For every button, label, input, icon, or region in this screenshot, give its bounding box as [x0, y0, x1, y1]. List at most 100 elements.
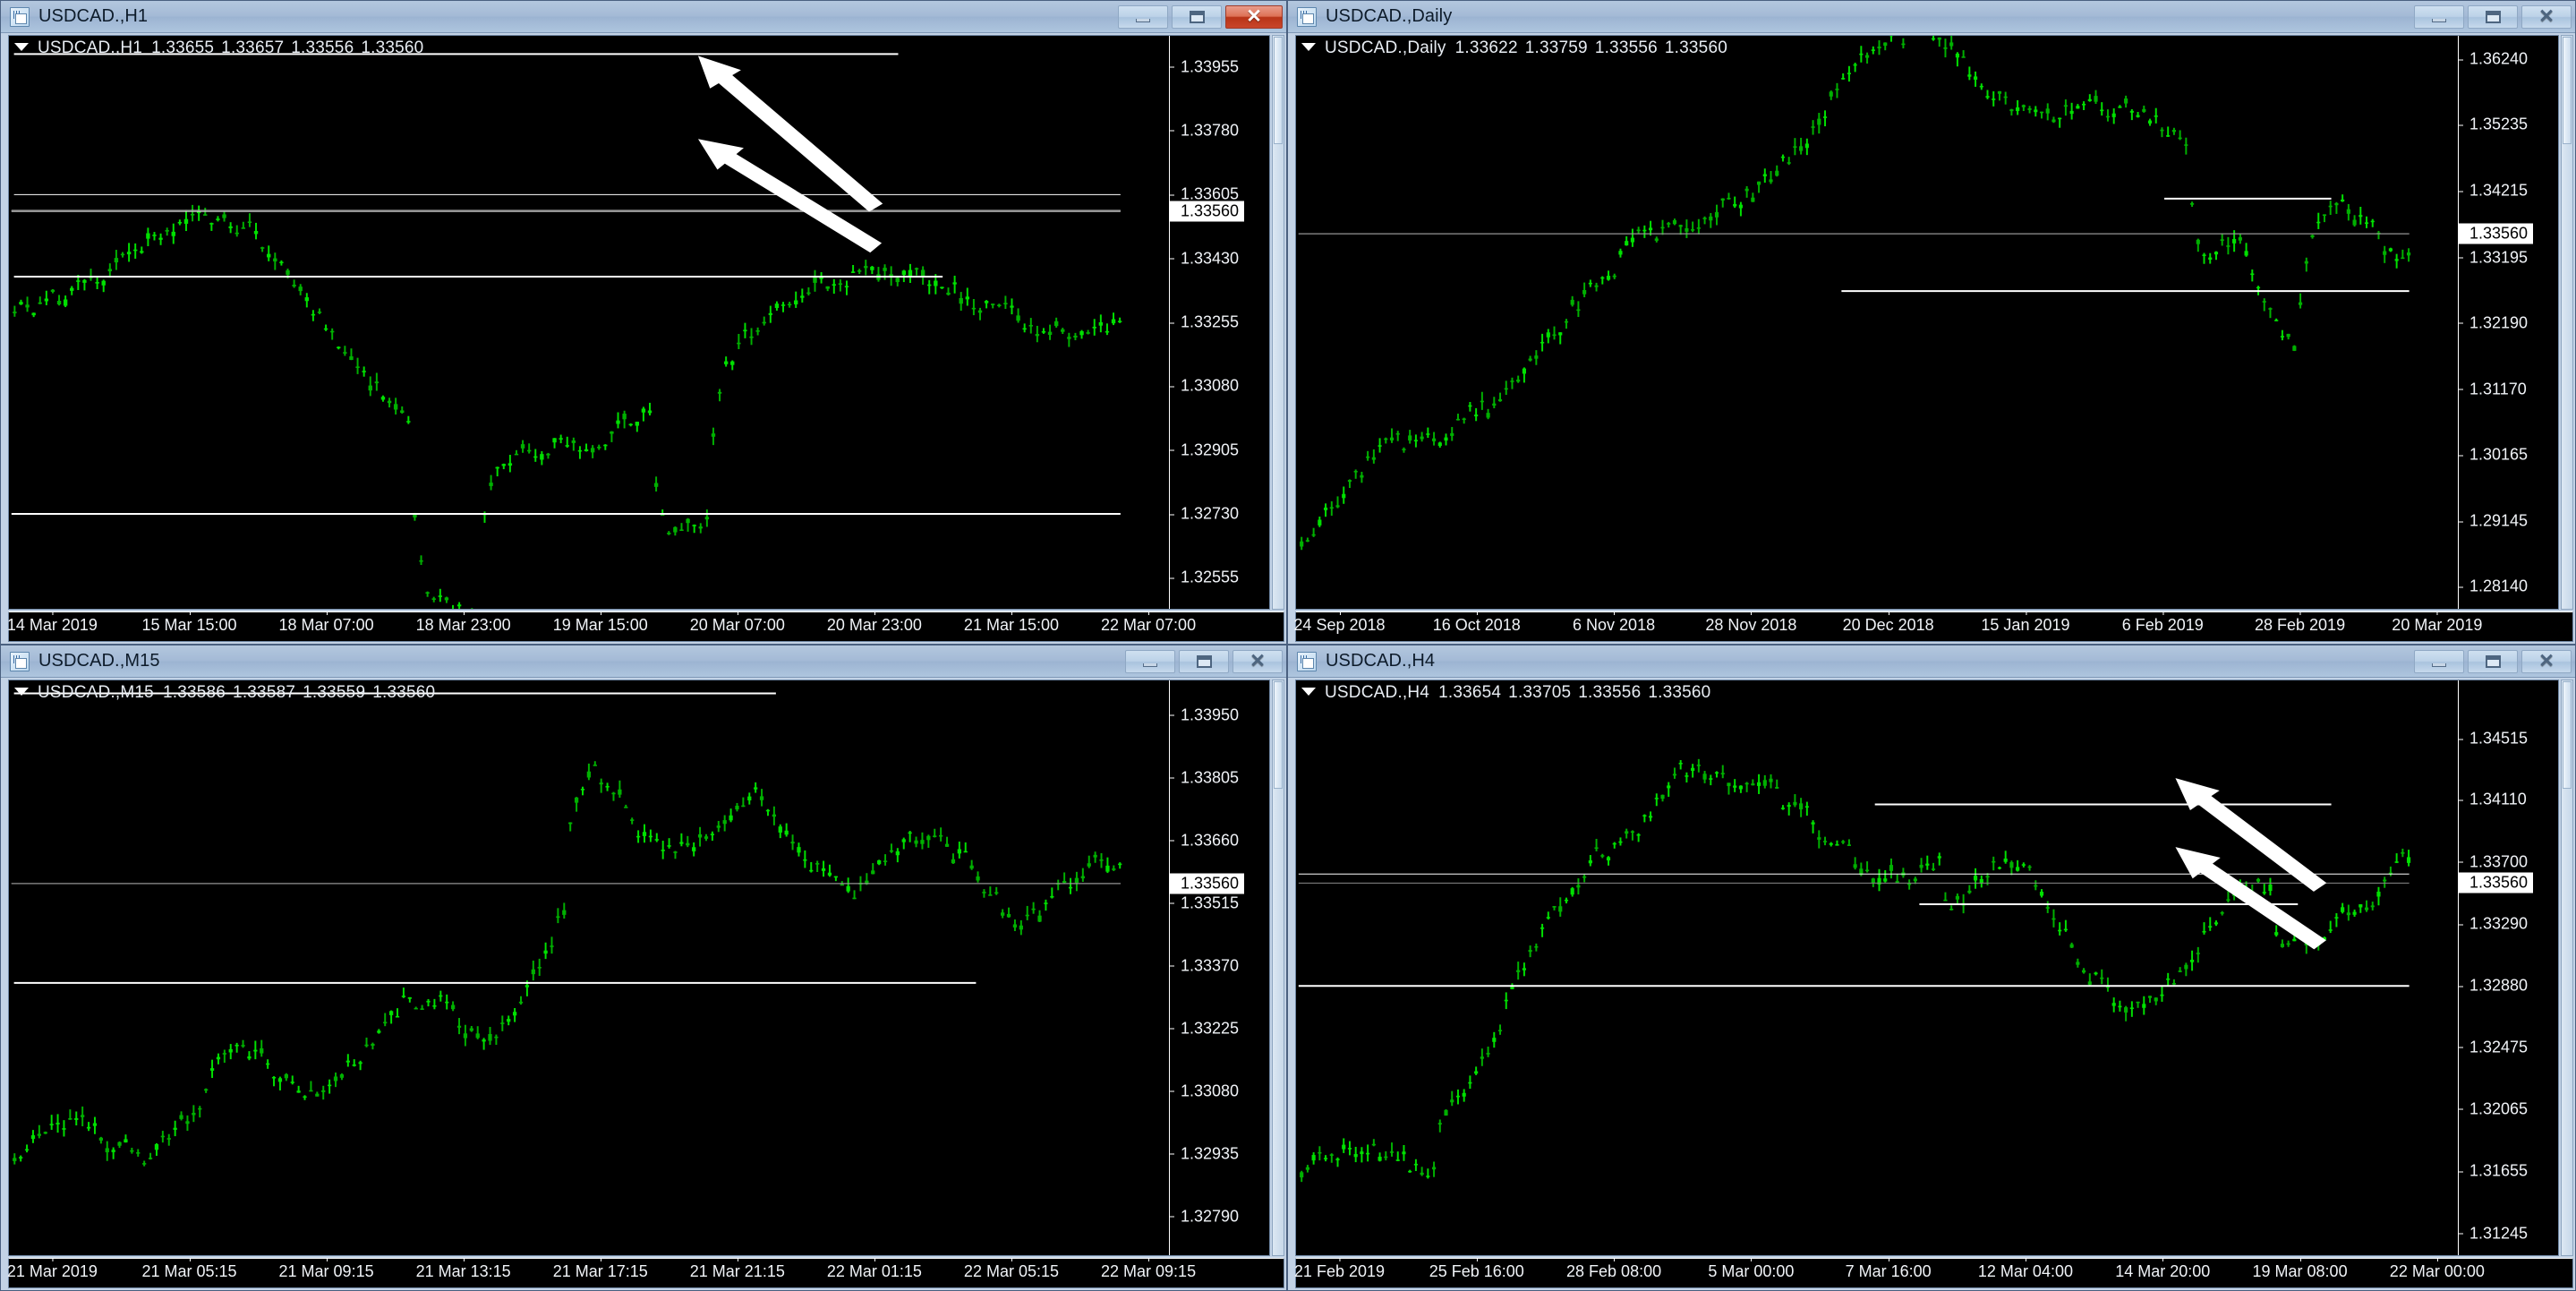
- price-tick: 1.32935: [1170, 1144, 1239, 1163]
- time-tick: 6 Nov 2018: [1573, 611, 1656, 634]
- close-icon: ✕: [2538, 6, 2555, 27]
- chart-window-icon: [10, 6, 30, 27]
- annotation-down-arrow-upper: [697, 56, 883, 212]
- titlebar-h4[interactable]: USDCAD.,H4 ✕: [1288, 646, 2575, 678]
- titlebar-daily[interactable]: USDCAD.,Daily ✕: [1288, 1, 2575, 33]
- chart-area-m15[interactable]: USDCAD.,M15 1.33586 1.33587 1.33559 1.33560 1…: [1, 678, 1286, 1258]
- time-scale-h4[interactable]: 21 Feb 2019 25 Feb 16:00 28 Feb 08:00 5 Mar…: [1294, 1258, 2573, 1288]
- time-tick: 28 Feb 08:00: [1566, 1258, 1662, 1280]
- time-tick: 22 Mar 07:00: [1101, 611, 1197, 634]
- chart-window-h4[interactable]: USDCAD.,H4 ✕ USDCAD.,H4 1.33654 1.33705 1.335…: [1287, 645, 2576, 1291]
- chart-window-icon: [1297, 6, 1317, 27]
- time-tick: 28 Feb 2019: [2255, 611, 2346, 634]
- maximize-icon: [2485, 654, 2501, 668]
- time-tick: 21 Mar 21:15: [689, 1258, 785, 1280]
- close-button-daily[interactable]: ✕: [2521, 4, 2572, 29]
- price-scale-daily[interactable]: 1.36240 1.35235 1.34215 1.33195 1.32190 1.311…: [2458, 36, 2558, 609]
- time-tick: 14 Mar 2019: [6, 611, 98, 634]
- minimize-button-daily[interactable]: [2414, 4, 2464, 29]
- price-tick: 1.32555: [1170, 569, 1239, 587]
- ohlc-open: 1.33586: [162, 683, 226, 702]
- chart-vertical-scrollbar-h1[interactable]: [1272, 35, 1284, 610]
- minimize-icon: [2432, 18, 2446, 22]
- ohlc-header-h4: USDCAD.,H4 1.33654 1.33705 1.33556 1.33560: [1301, 683, 1718, 703]
- time-tick: 20 Mar 23:00: [826, 611, 922, 634]
- ohlc-low: 1.33556: [1594, 38, 1658, 57]
- time-tick: 21 Mar 15:00: [963, 611, 1060, 634]
- price-tick: 1.33780: [1170, 121, 1239, 140]
- window-title-h4: USDCAD.,H4: [1326, 651, 1436, 671]
- time-tick: 21 Mar 05:15: [141, 1258, 237, 1280]
- chart-menu-triangle-icon[interactable]: [1301, 688, 1316, 696]
- time-tick: 7 Mar 16:00: [1845, 1258, 1932, 1280]
- ohlc-header-m15: USDCAD.,M15 1.33586 1.33587 1.33559 1.33560: [14, 683, 442, 703]
- close-button-m15[interactable]: ✕: [1233, 649, 1283, 673]
- annotation-down-arrow-lower: [697, 139, 883, 253]
- minimize-button-h4[interactable]: [2414, 649, 2464, 673]
- chart-area-h1[interactable]: USDCAD.,H1 1.33655 1.33657 1.33556 1.33560 1.…: [1, 33, 1286, 611]
- time-scale-h1[interactable]: 14 Mar 2019 15 Mar 15:00 18 Mar 07:00 18 Ma…: [6, 611, 1284, 642]
- price-tick: 1.33955: [1170, 57, 1239, 76]
- chart-menu-triangle-icon[interactable]: [14, 43, 29, 51]
- chart-window-h1[interactable]: USDCAD.,H1 ✕ USDCAD.,H1 1.33655 1.33657 1.335…: [0, 0, 1287, 645]
- price-scale-m15[interactable]: 1.33950 1.33805 1.33660 1.33515 1.33370 1.332…: [1169, 680, 1269, 1255]
- scrollbar-thumb[interactable]: [1274, 37, 1283, 144]
- price-scale-h4[interactable]: 1.34515 1.34110 1.33700 1.33290 1.32880 1.324…: [2458, 680, 2558, 1255]
- close-button-h1[interactable]: ✕: [1225, 4, 1283, 29]
- time-tick: 14 Mar 20:00: [2115, 1258, 2211, 1280]
- time-tick: 15 Jan 2019: [1981, 611, 2070, 634]
- close-icon: ✕: [2538, 651, 2555, 671]
- maximize-button-h4[interactable]: [2468, 649, 2518, 673]
- scrollbar-thumb[interactable]: [2563, 37, 2572, 144]
- time-tick: 5 Mar 00:00: [1708, 1258, 1795, 1280]
- annotation-down-arrow-lower: [2175, 847, 2326, 950]
- price-tick: 1.29145: [2459, 512, 2528, 531]
- chart-window-m15[interactable]: USDCAD.,M15 ✕ USDCAD.,M15 1.33586 1.33587 1.3…: [0, 645, 1287, 1291]
- chart-vertical-scrollbar-m15[interactable]: [1272, 680, 1284, 1256]
- chart-window-daily[interactable]: USDCAD.,Daily ✕ USDCAD.,Daily 1.33622 1.3375…: [1287, 0, 2576, 645]
- price-tick: 1.28140: [2459, 577, 2528, 596]
- time-tick: 21 Mar 09:15: [278, 1258, 374, 1280]
- minimize-button-m15[interactable]: [1125, 649, 1175, 673]
- minimize-button-h1[interactable]: [1118, 4, 1168, 29]
- current-price-label-m15: 1.33560: [1170, 873, 1245, 894]
- ohlc-high: 1.33759: [1524, 38, 1588, 57]
- current-price-label-daily: 1.33560: [2459, 223, 2534, 244]
- scrollbar-thumb[interactable]: [2563, 681, 2572, 789]
- maximize-button-h1[interactable]: [1172, 4, 1222, 29]
- window-buttons: ✕: [1118, 4, 1283, 29]
- chart-vertical-scrollbar-h4[interactable]: [2561, 680, 2573, 1256]
- price-tick: 1.34110: [2459, 791, 2527, 809]
- scrollbar-thumb[interactable]: [1274, 681, 1283, 789]
- ohlc-symbol: USDCAD.,M15: [38, 683, 154, 702]
- time-tick: 19 Mar 15:00: [552, 611, 648, 634]
- chart-canvas-h1[interactable]: USDCAD.,H1 1.33655 1.33657 1.33556 1.33560 1.…: [8, 35, 1270, 610]
- titlebar-h1[interactable]: USDCAD.,H1 ✕: [1, 1, 1286, 33]
- chart-canvas-daily[interactable]: USDCAD.,Daily 1.33622 1.33759 1.33556 1.3356…: [1295, 35, 2559, 610]
- chart-menu-triangle-icon[interactable]: [1301, 43, 1316, 51]
- time-tick: 16 Oct 2018: [1432, 611, 1521, 634]
- time-tick: 20 Mar 2019: [2392, 611, 2483, 634]
- maximize-button-m15[interactable]: [1179, 649, 1229, 673]
- chart-window-icon: [10, 651, 30, 671]
- titlebar-m15[interactable]: USDCAD.,M15 ✕: [1, 646, 1286, 678]
- price-tick: 1.33805: [1170, 768, 1239, 787]
- chart-area-daily[interactable]: USDCAD.,Daily 1.33622 1.33759 1.33556 1.3356…: [1288, 33, 2575, 611]
- price-tick: 1.33255: [1170, 313, 1239, 332]
- maximize-button-daily[interactable]: [2468, 4, 2518, 29]
- time-tick: 24 Sep 2018: [1293, 611, 1386, 634]
- window-title-m15: USDCAD.,M15: [38, 651, 160, 671]
- time-scale-m15[interactable]: 21 Mar 2019 21 Mar 05:15 21 Mar 09:15 21 Ma…: [7, 1258, 1284, 1288]
- chart-vertical-scrollbar-daily[interactable]: [2561, 35, 2573, 610]
- chart-canvas-m15[interactable]: USDCAD.,M15 1.33586 1.33587 1.33559 1.33560 1…: [8, 680, 1270, 1256]
- close-button-h4[interactable]: ✕: [2521, 649, 2572, 673]
- price-scale-h1[interactable]: 1.33955 1.33780 1.33605 1.33430 1.33255 1.330…: [1169, 36, 1269, 609]
- price-tick: 1.33605: [1170, 185, 1239, 204]
- chart-menu-triangle-icon[interactable]: [14, 688, 29, 696]
- chart-canvas-h4[interactable]: USDCAD.,H4 1.33654 1.33705 1.33556 1.33560 1.…: [1295, 680, 2559, 1256]
- chart-area-h4[interactable]: USDCAD.,H4 1.33654 1.33705 1.33556 1.33560 1.…: [1288, 678, 2575, 1258]
- time-scale-daily[interactable]: 24 Sep 2018 16 Oct 2018 6 Nov 2018 28 Nov 2…: [1293, 611, 2573, 642]
- price-tick: 1.36240: [2459, 50, 2528, 69]
- time-tick: 22 Mar 05:15: [963, 1258, 1060, 1280]
- time-tick: 22 Mar 09:15: [1101, 1258, 1197, 1280]
